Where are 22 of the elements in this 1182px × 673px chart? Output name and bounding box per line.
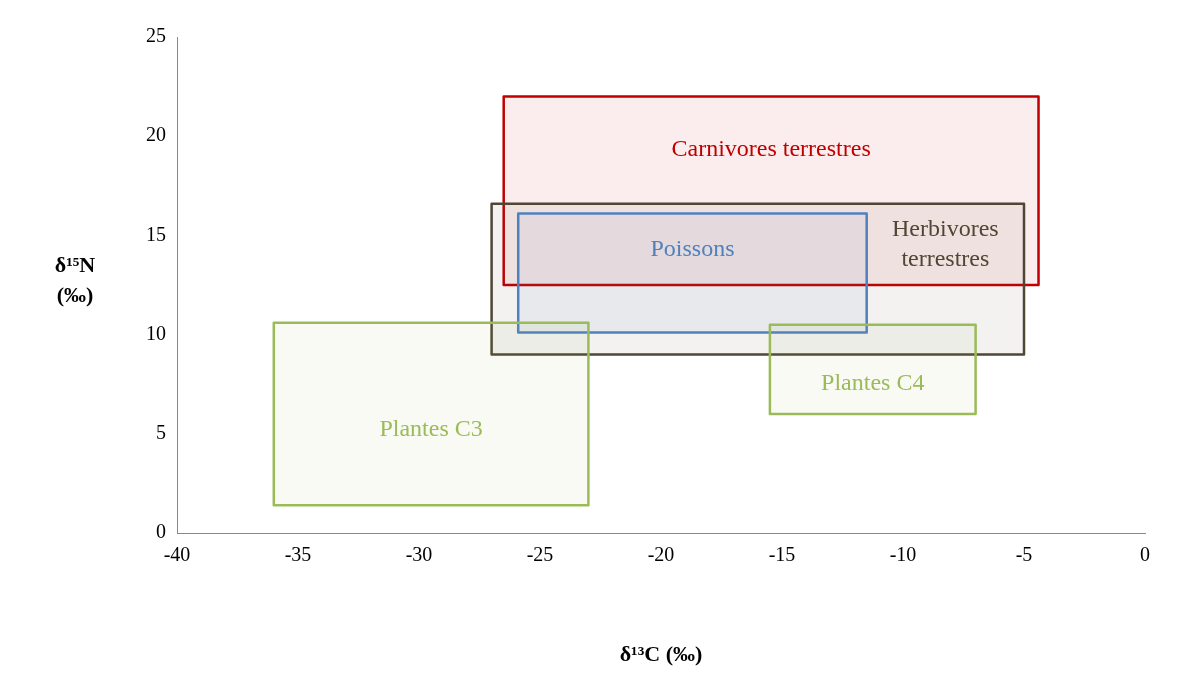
x-tick-label: 0 xyxy=(1140,543,1150,566)
y-tick-label: 20 xyxy=(146,123,166,146)
x-tick-label: -15 xyxy=(768,543,796,566)
x-axis-title: δ¹³C (‰) xyxy=(619,641,703,667)
series-label: Plantes C4 xyxy=(821,369,925,396)
y-tick-label: 25 xyxy=(146,24,166,47)
x-tick-label: -25 xyxy=(526,543,554,566)
x-tick-label: -35 xyxy=(284,543,312,566)
y-axis-title: δ¹⁵N (‰) xyxy=(53,251,97,309)
y-tick-label: 5 xyxy=(156,421,166,444)
y-tick-label: 15 xyxy=(146,222,166,245)
series-label: Herbivores terrestres xyxy=(892,214,999,271)
x-tick-label: -10 xyxy=(889,543,917,566)
y-tick-label: 10 xyxy=(146,321,166,344)
y-tick-label: 0 xyxy=(156,520,166,543)
x-tick-label: -40 xyxy=(163,543,191,566)
x-tick-label: -30 xyxy=(405,543,433,566)
series-label: Poissons xyxy=(650,234,735,261)
series-label: Plantes C3 xyxy=(379,415,483,442)
x-tick-label: -20 xyxy=(647,543,675,566)
x-tick-label: -5 xyxy=(1015,543,1033,566)
series-label: Carnivores terrestres xyxy=(671,135,871,162)
